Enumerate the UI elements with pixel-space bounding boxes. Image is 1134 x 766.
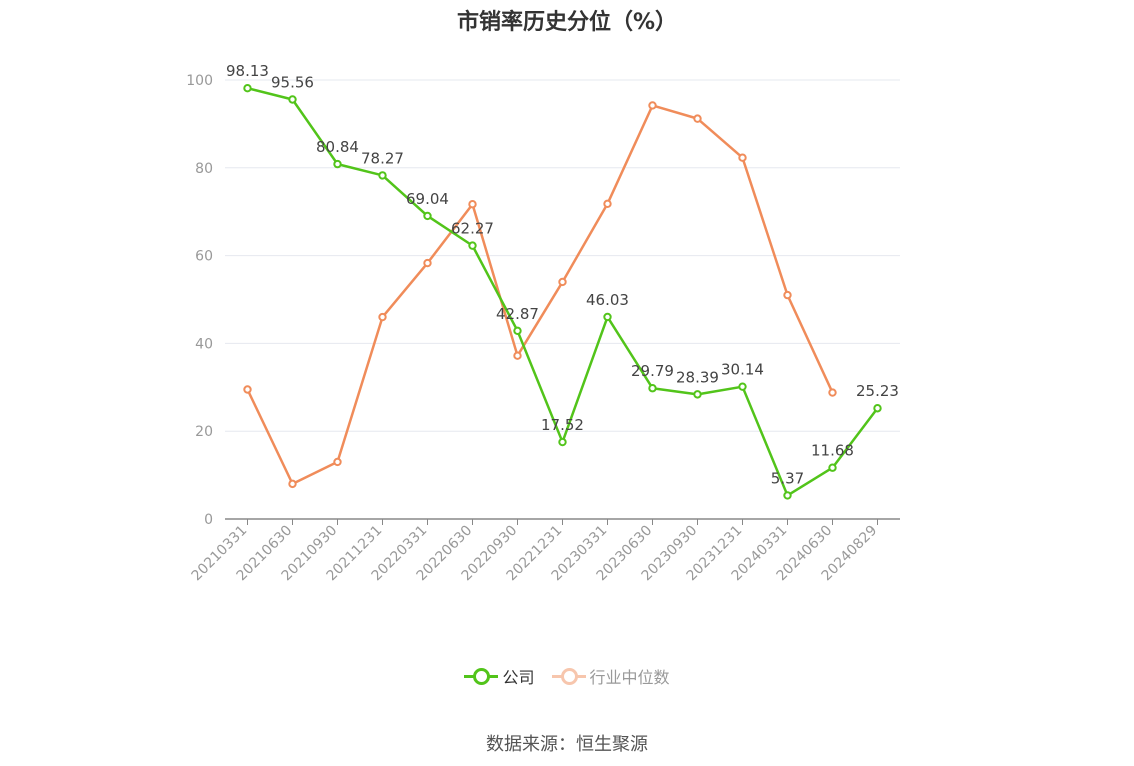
data-point[interactable]: [783, 491, 792, 500]
data-point[interactable]: [603, 312, 612, 322]
data-label: 5.37: [771, 469, 804, 487]
data-label: 28.39: [676, 368, 719, 386]
data-label: 30.14: [721, 361, 764, 379]
data-point[interactable]: [333, 457, 342, 467]
legend-swatch-company: [464, 666, 499, 686]
data-label: 95.56: [271, 73, 314, 91]
data-point[interactable]: [828, 388, 837, 397]
data-point[interactable]: [783, 290, 792, 300]
data-label: 98.13: [226, 62, 269, 80]
y-tick-label: 60: [195, 249, 213, 265]
y-tick-label: 80: [195, 161, 213, 177]
data-point[interactable]: [648, 384, 657, 393]
data-point[interactable]: [693, 114, 702, 123]
chart-title: 市销率历史分位（%）: [456, 10, 678, 35]
data-point[interactable]: [468, 241, 477, 250]
data-point[interactable]: [558, 437, 567, 447]
data-point[interactable]: [243, 385, 252, 394]
data-point[interactable]: [333, 159, 342, 169]
data-point[interactable]: [423, 211, 432, 221]
data-point[interactable]: [288, 479, 297, 489]
data-label: 11.68: [811, 442, 854, 460]
y-tick-label: 40: [195, 336, 213, 352]
data-point[interactable]: [828, 463, 837, 472]
legend-label-industry-median: 行业中位数: [589, 668, 670, 687]
legend-label-company: 公司: [502, 668, 535, 687]
legend-swatch-industry-median: [551, 666, 586, 686]
data-label: 80.84: [316, 138, 359, 156]
data-point[interactable]: [468, 200, 477, 209]
y-tick-label: 100: [186, 73, 213, 89]
y-tick-label: 0: [204, 512, 213, 528]
data-label: 29.79: [631, 362, 674, 380]
series: [243, 84, 882, 500]
series-line: [246, 104, 834, 486]
data-point[interactable]: [288, 95, 297, 104]
data-label: 17.52: [541, 416, 584, 434]
y-tick-label: 20: [195, 424, 213, 440]
axes: 0204060801002021033120210630202109302021…: [186, 73, 900, 584]
data-point[interactable]: [423, 258, 432, 268]
data-label: 25.23: [856, 382, 899, 400]
data-point[interactable]: [693, 390, 702, 399]
data-point[interactable]: [378, 171, 387, 180]
data-point[interactable]: [513, 326, 522, 336]
data-point[interactable]: [243, 84, 252, 93]
data-point[interactable]: [738, 153, 747, 162]
data-point[interactable]: [738, 382, 747, 391]
data-label: 78.27: [361, 149, 404, 167]
data-point[interactable]: [603, 199, 612, 208]
data-point[interactable]: [558, 277, 567, 287]
legend: 公司 行业中位数: [0, 664, 1134, 688]
data-point[interactable]: [873, 404, 882, 413]
data-label: 46.03: [586, 291, 629, 309]
source-note: 数据来源：恒生聚源: [486, 734, 648, 755]
data-label: 69.04: [406, 190, 449, 208]
grid-lines: [225, 79, 900, 432]
data-point[interactable]: [378, 312, 387, 322]
data-point[interactable]: [648, 101, 657, 110]
data-point[interactable]: [513, 351, 522, 360]
legend-item-company[interactable]: 公司: [464, 664, 534, 688]
data-label: 62.27: [451, 220, 494, 238]
data-label: 42.87: [496, 305, 539, 323]
legend-item-industry-median[interactable]: 行业中位数: [551, 664, 670, 688]
